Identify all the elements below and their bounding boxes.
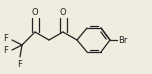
Text: O: O <box>60 7 66 17</box>
Text: F: F <box>3 34 8 42</box>
Text: F: F <box>18 60 22 69</box>
Text: Br: Br <box>118 36 127 44</box>
Text: F: F <box>3 46 8 54</box>
Text: O: O <box>32 7 38 17</box>
